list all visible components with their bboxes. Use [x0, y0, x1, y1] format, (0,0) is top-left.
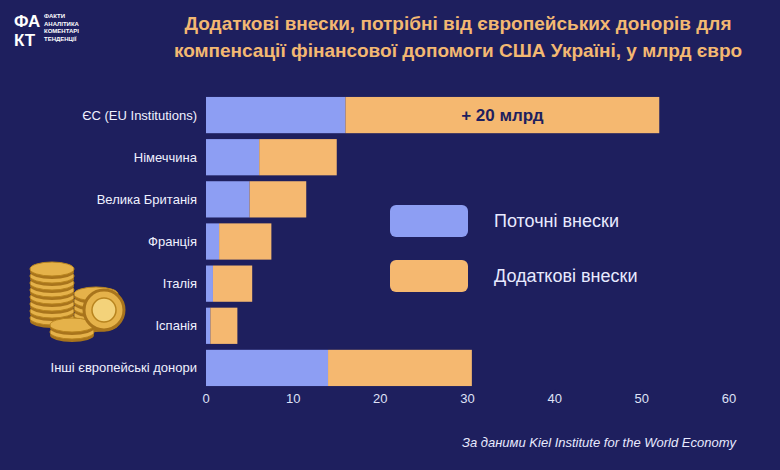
- category-label: Велика Британія: [97, 192, 197, 207]
- logo-mark: ФА: [14, 12, 40, 31]
- tick-label: 20: [373, 391, 387, 406]
- category-label: Італія: [163, 276, 197, 291]
- category-label: Іспанія: [156, 318, 198, 333]
- bar: [206, 308, 210, 344]
- bar: [206, 266, 213, 302]
- bar: [250, 181, 307, 217]
- tick: [380, 389, 381, 390]
- coins-decoration: [30, 262, 124, 342]
- legend-swatch: [390, 260, 468, 292]
- bar: [206, 223, 219, 259]
- bar: [206, 139, 259, 175]
- bar: [345, 97, 659, 133]
- bar: [206, 97, 345, 133]
- tick: [554, 389, 555, 390]
- coin: [92, 298, 116, 322]
- bar: [213, 266, 252, 302]
- tick-label: 10: [286, 391, 300, 406]
- bar: [210, 308, 237, 344]
- background: [0, 0, 780, 470]
- title: Додаткові внески, потрібні від європейсь…: [184, 13, 731, 34]
- bar: [219, 223, 271, 259]
- coin: [30, 262, 74, 276]
- legend-swatch: [390, 205, 468, 237]
- chart: ФАКТ ФАКТИ АНАЛІТИКАКОМЕНТАРІ ТЕНДЕНЦІЇ Дода…: [0, 0, 780, 470]
- title: компенсації фінансової допомоги США Укра…: [174, 40, 742, 61]
- legend: Поточні внески Додаткові внески: [390, 205, 637, 292]
- tick: [729, 389, 730, 390]
- tick: [641, 389, 642, 390]
- tick-label: 0: [202, 391, 209, 406]
- legend-label: Поточні внески: [494, 211, 619, 231]
- category-label: Німеччина: [134, 150, 198, 165]
- bar: [206, 181, 250, 217]
- legend-label: Додаткові внески: [494, 266, 637, 286]
- logo-caption: АНАЛІТИКА: [44, 21, 80, 27]
- source: За даними Kiel Institute for the World E…: [462, 435, 738, 450]
- bar: [328, 350, 472, 386]
- bar: [206, 350, 328, 386]
- tick: [467, 389, 468, 390]
- bar: [259, 139, 337, 175]
- tick: [206, 389, 207, 390]
- logo: ФАКТ ФАКТИ АНАЛІТИКАКОМЕНТАРІ ТЕНДЕНЦІЇ: [14, 12, 80, 50]
- coin: [84, 290, 124, 330]
- category-label: ЄС (EU Institutions): [82, 108, 197, 123]
- bars: [206, 97, 659, 386]
- logo-mark: КТ: [14, 31, 36, 50]
- logo-caption: ФАКТИ: [44, 13, 65, 19]
- logo-caption: ТЕНДЕНЦІЇ: [44, 36, 77, 42]
- tick-label: 60: [722, 391, 736, 406]
- tick-label: 30: [460, 391, 474, 406]
- category-label: Франція: [148, 234, 197, 249]
- annotation: + 20 млрд: [461, 106, 544, 125]
- tick: [293, 389, 294, 390]
- tick-label: 40: [547, 391, 561, 406]
- logo-caption: КОМЕНТАРІ: [44, 28, 79, 34]
- tick-label: 50: [635, 391, 649, 406]
- category-label: Інші європейські донори: [51, 360, 197, 375]
